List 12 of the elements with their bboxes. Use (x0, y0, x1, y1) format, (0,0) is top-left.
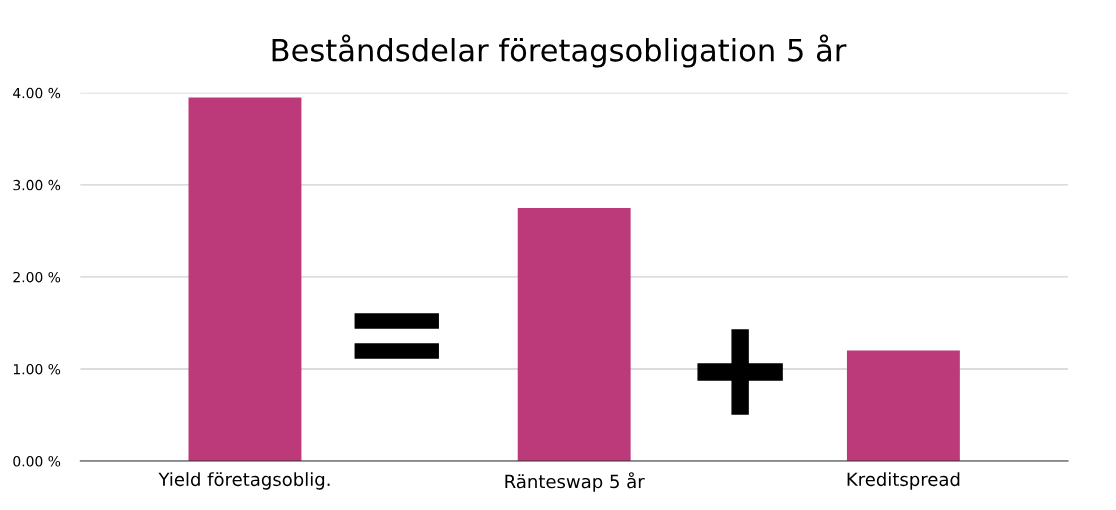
x-tick-label: Kreditspread (847, 472, 960, 490)
bar (517, 207, 631, 462)
y-tick-label: 2.00 % (13, 271, 61, 283)
chart-title: Beståndsdelar företagsobligation 5 år (272, 34, 847, 68)
y-tick-label: 1.00 % (13, 363, 61, 375)
bar (188, 97, 302, 462)
y-tick-label: 3.00 % (13, 179, 61, 191)
y-tick-label: 4.00 % (13, 87, 61, 99)
y-tick-label: 0.00 % (13, 456, 61, 467)
x-tick-label: Ränteswap 5 år (505, 472, 645, 492)
bar (846, 350, 960, 462)
x-tick-label: Yield företagsoblig. (158, 472, 330, 490)
